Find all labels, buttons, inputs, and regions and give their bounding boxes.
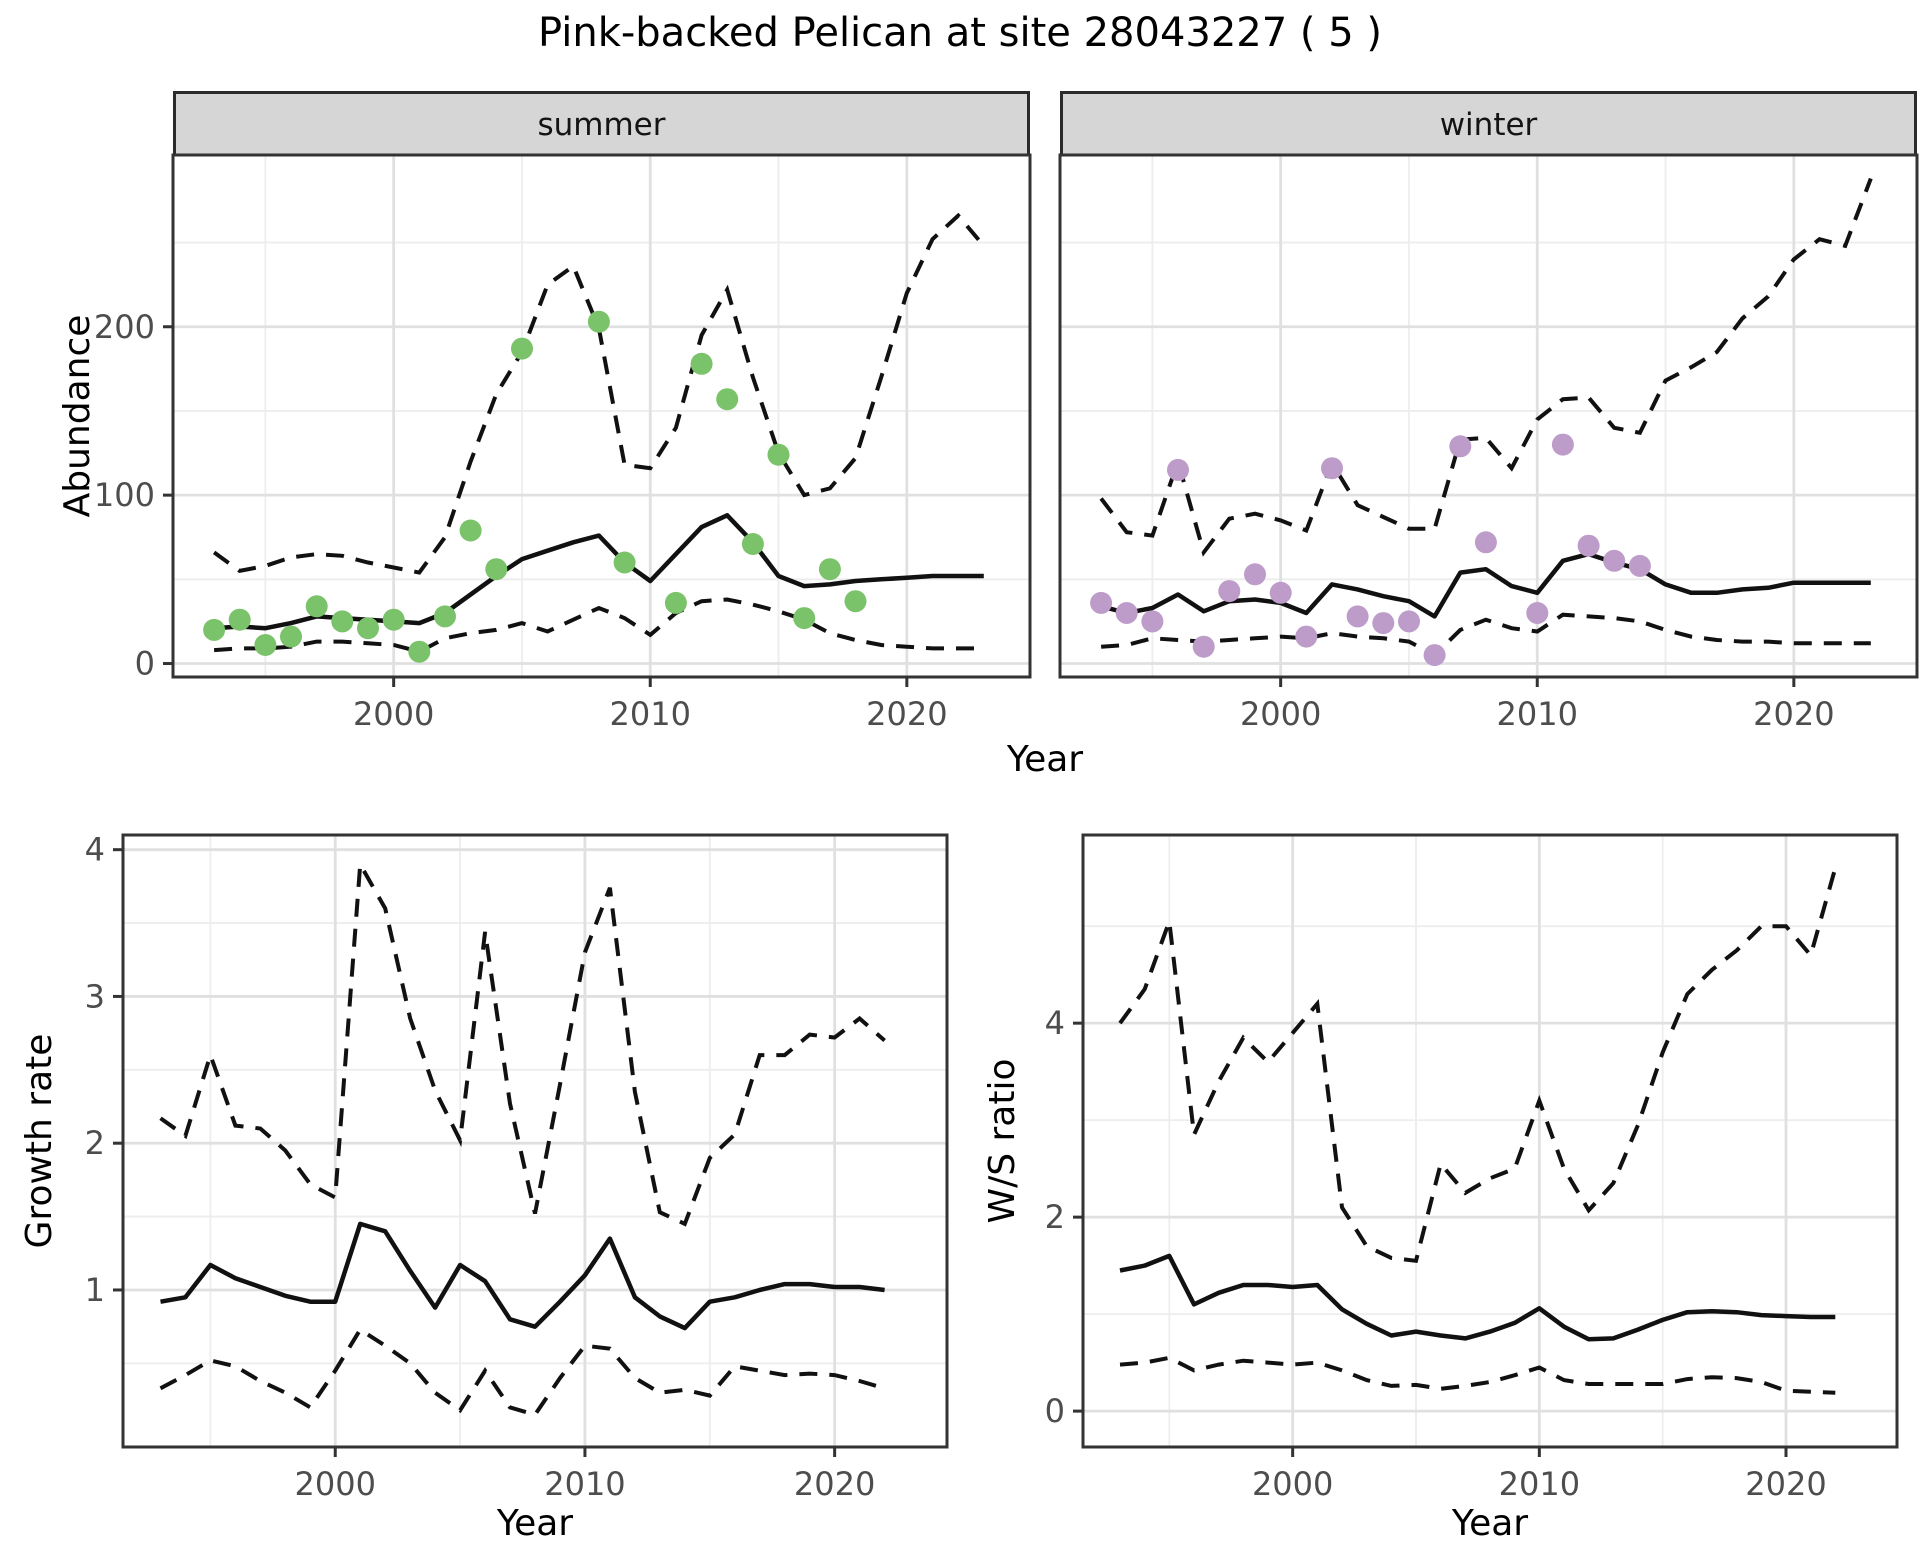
observation-point	[741, 533, 764, 555]
observation-point	[382, 608, 405, 631]
observation-point	[434, 605, 456, 628]
observation-point	[1346, 605, 1369, 628]
observation-point	[228, 608, 251, 631]
x-axis-title-year-ws: Year	[1451, 1503, 1529, 1544]
x-tick-label: 2010	[1499, 1465, 1580, 1503]
y-tick-label: 4	[85, 831, 105, 869]
y-tick-label: 100	[94, 476, 155, 514]
observation-point	[1269, 581, 1292, 604]
observation-point	[1551, 433, 1574, 456]
facet-strip-summer: summer	[173, 91, 1030, 158]
lower-ci-line	[1119, 1355, 1836, 1395]
ws-ratio-series	[1118, 867, 1838, 1395]
median-line	[1119, 1253, 1836, 1342]
observation-point	[254, 634, 277, 656]
observation-point	[587, 310, 610, 333]
observation-point	[844, 590, 867, 613]
facet-strip-winter-label: winter	[1439, 106, 1538, 143]
observation-point	[664, 591, 687, 614]
observation-point	[1321, 457, 1343, 480]
observation-point	[1218, 580, 1241, 603]
abundance-summer-series	[203, 212, 986, 663]
x-tick-label: 2010	[1497, 695, 1578, 733]
y-tick-label: 3	[85, 977, 105, 1015]
observation-point	[1526, 602, 1549, 624]
observation-point	[767, 443, 790, 466]
observation-point	[613, 551, 636, 574]
facet-strip-summer-label: summer	[537, 106, 666, 143]
panel-abundance-summer: 2000 2010 2020 0 100 200	[94, 153, 1032, 733]
x-tick-label: 2000	[1252, 1465, 1333, 1503]
lower-ci-line	[159, 1326, 886, 1418]
panel-ws-ratio: 2000 2010 2020 0 2 4	[1045, 833, 1899, 1503]
panel-growth-rate: 2000 2010 2020 1 2 3 4	[85, 831, 949, 1503]
observation-point	[459, 519, 482, 542]
x-tick-label: 2020	[1753, 695, 1834, 733]
x-tick-label: 2020	[1745, 1465, 1826, 1503]
y-tick-label: 1	[85, 1271, 105, 1309]
panel-abundance-winter: 2000 2010 2020	[1058, 153, 1919, 733]
observation-point	[1244, 563, 1266, 586]
x-axis-title-year-growth: Year	[496, 1503, 574, 1544]
observation-point	[1115, 602, 1138, 624]
abundance-winter-series	[1090, 177, 1873, 667]
x-tick-label: 2020	[866, 695, 947, 733]
observation-point	[511, 337, 533, 360]
upper-ci-line	[1118, 867, 1838, 1263]
observation-point	[1603, 549, 1626, 572]
observation-point	[1090, 591, 1113, 614]
growth-rate-series	[159, 857, 886, 1418]
observation-point	[485, 558, 508, 581]
x-tick-label: 2000	[295, 1465, 376, 1503]
observation-point	[1372, 612, 1395, 635]
upper-ci-line	[159, 857, 886, 1227]
x-axis-title-year-top: Year	[1006, 739, 1084, 780]
observation-point	[1398, 610, 1420, 633]
observation-point	[305, 595, 328, 618]
x-tick-label: 2010	[544, 1465, 625, 1503]
y-tick-label: 200	[94, 308, 155, 346]
observation-point	[203, 618, 226, 641]
observation-point	[1423, 644, 1446, 667]
observation-point	[280, 625, 302, 648]
observation-point	[716, 388, 739, 411]
y-tick-label: 2	[85, 1124, 105, 1162]
x-tick-label: 2000	[1240, 695, 1321, 733]
observation-point	[818, 558, 841, 581]
chart-title: Pink-backed Pelican at site 28043227 ( 5…	[537, 10, 1383, 56]
x-tick-label: 2020	[794, 1465, 875, 1503]
observation-point	[1167, 458, 1189, 481]
lower-ci-line	[1100, 612, 1871, 658]
y-tick-label: 4	[1045, 1004, 1065, 1042]
y-tick-label: 0	[135, 645, 155, 683]
observation-point	[1141, 610, 1164, 633]
observation-point	[357, 617, 379, 640]
lower-ci-line	[213, 597, 984, 654]
y-tick-label: 2	[1045, 1198, 1065, 1236]
observation-point	[1474, 531, 1497, 554]
observation-point	[1192, 635, 1215, 658]
observation-point	[1577, 534, 1600, 557]
observation-point	[1628, 554, 1651, 577]
observation-point	[793, 607, 816, 630]
x-tick-label: 2010	[610, 695, 691, 733]
observation-point	[331, 610, 354, 633]
upper-ci-line	[1099, 177, 1873, 557]
y-tick-label: 0	[1045, 1392, 1065, 1430]
observation-point	[1449, 435, 1472, 458]
median-line	[160, 1221, 885, 1331]
observation-point	[408, 640, 431, 663]
x-tick-label: 2000	[353, 695, 434, 733]
observation-point	[690, 352, 713, 375]
observation-point	[1295, 625, 1318, 648]
